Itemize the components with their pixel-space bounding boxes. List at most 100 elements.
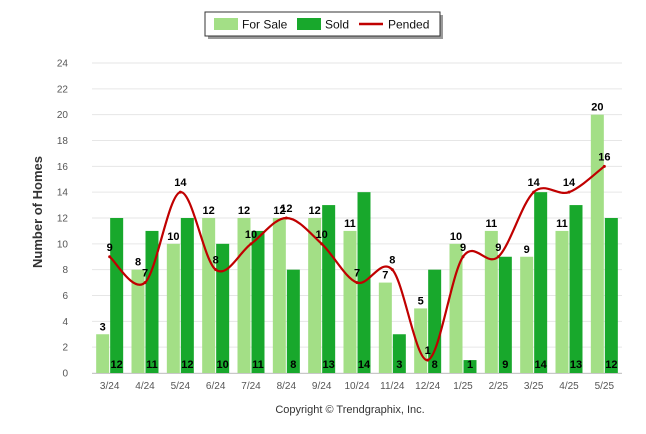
pended-value-label: 9 — [107, 242, 113, 254]
for-sale-bar — [166, 243, 180, 373]
for-sale-value-label: 11 — [486, 218, 498, 230]
x-tick-label: 3/25 — [524, 381, 544, 392]
pended-value-label: 9 — [460, 242, 466, 254]
x-tick-label: 8/24 — [277, 381, 297, 392]
sold-value-label: 10 — [217, 359, 229, 371]
pended-point — [532, 190, 536, 194]
legend-label-pended: Pended — [388, 18, 429, 32]
sold-bar — [216, 243, 230, 373]
for-sale-value-label: 20 — [591, 102, 603, 114]
x-tick-label: 5/24 — [171, 381, 191, 392]
pended-value-label: 14 — [563, 177, 576, 189]
legend-swatch-for-sale — [214, 18, 238, 30]
x-tick-label: 5/25 — [595, 381, 615, 392]
pended-point — [602, 164, 606, 168]
sold-value-label: 1 — [467, 359, 473, 371]
pended-point — [461, 255, 465, 259]
y-tick-label: 24 — [57, 59, 69, 70]
pended-value-label: 7 — [142, 268, 148, 280]
sold-bar — [463, 360, 477, 373]
for-sale-bar — [555, 230, 569, 373]
pended-value-label: 10 — [245, 229, 257, 241]
pended-point — [249, 242, 253, 246]
sold-value-label: 14 — [535, 359, 548, 371]
sold-value-label: 13 — [570, 359, 582, 371]
for-sale-bar — [237, 218, 251, 373]
pended-value-label: 8 — [389, 255, 395, 267]
y-tick-label: 4 — [62, 317, 68, 328]
y-tick-label: 8 — [62, 265, 68, 276]
for-sale-bar — [272, 218, 286, 373]
pended-line-path — [108, 165, 606, 362]
bars — [96, 114, 618, 374]
sold-bar — [286, 269, 300, 373]
y-tick-label: 18 — [57, 136, 69, 147]
for-sale-bar — [449, 243, 463, 373]
for-sale-bar — [202, 218, 216, 373]
x-tick-label: 6/24 — [206, 381, 226, 392]
sold-bar — [392, 334, 406, 373]
data-labels: 3128111012121012111281213111473581011199… — [100, 102, 618, 371]
for-sale-value-label: 12 — [273, 205, 285, 217]
pended-point — [108, 255, 112, 259]
for-sale-value-label: 5 — [418, 295, 424, 307]
for-sale-bar — [343, 230, 357, 373]
for-sale-bar — [131, 269, 145, 373]
pended-point — [355, 281, 359, 285]
for-sale-value-label: 8 — [135, 257, 141, 269]
sold-value-label: 11 — [252, 359, 264, 371]
sold-value-label: 13 — [323, 359, 335, 371]
x-tick-label: 2/25 — [489, 381, 509, 392]
x-axis: 3/24 4/24 5/24 6/24 7/24 8/24 9/24 10/24 11/24 12… — [100, 381, 615, 392]
x-tick-label: 12/24 — [415, 381, 440, 392]
legend-box — [204, 11, 441, 37]
x-tick-label: 7/24 — [241, 381, 261, 392]
pended-value-label: 10 — [316, 229, 328, 241]
y-tick-label: 2 — [62, 343, 68, 354]
sold-value-label: 8 — [432, 359, 438, 371]
x-tick-label: 3/24 — [100, 381, 120, 392]
for-sale-value-label: 12 — [203, 205, 215, 217]
pended-value-label: 8 — [213, 255, 219, 267]
sold-bar — [180, 218, 194, 373]
pended-point — [143, 281, 147, 285]
x-tick-label: 10/24 — [344, 381, 369, 392]
y-tick-label: 14 — [57, 188, 69, 199]
pended-point — [496, 255, 500, 259]
for-sale-bar — [590, 114, 604, 374]
y-tick-label: 6 — [62, 291, 68, 302]
copyright-footer: Copyright © Trendgraphix, Inc. — [275, 404, 424, 416]
sold-value-label: 8 — [290, 359, 296, 371]
for-sale-value-label: 3 — [100, 321, 106, 333]
pended-value-label: 1 — [425, 345, 431, 357]
for-sale-bar — [484, 230, 498, 373]
legend-label-for-sale: For Sale — [242, 18, 288, 32]
sold-bar — [498, 256, 512, 373]
for-sale-value-label: 12 — [238, 205, 250, 217]
sold-value-label: 12 — [111, 359, 123, 371]
sold-value-label: 3 — [396, 359, 402, 371]
x-tick-label: 11/24 — [380, 381, 405, 392]
pended-value-label: 9 — [495, 242, 501, 254]
sold-value-label: 12 — [605, 359, 617, 371]
grid-lines — [92, 62, 622, 374]
sold-value-label: 12 — [181, 359, 193, 371]
for-sale-bar — [96, 334, 110, 373]
pended-value-label: 12 — [280, 203, 292, 215]
y-tick-label: 10 — [57, 239, 69, 250]
pended-value-label: 14 — [528, 177, 541, 189]
for-sale-value-label: 11 — [344, 218, 356, 230]
for-sale-bar — [520, 256, 534, 373]
pended-point — [390, 268, 394, 272]
sold-bar — [604, 218, 618, 373]
sold-bar — [110, 218, 124, 373]
legend: For Sale Sold Pended — [204, 11, 443, 39]
for-sale-value-label: 12 — [309, 205, 321, 217]
x-tick-label: 4/25 — [559, 381, 579, 392]
for-sale-bar — [308, 218, 322, 373]
pended-value-label: 16 — [598, 151, 610, 163]
pended-point — [214, 268, 218, 272]
for-sale-value-label: 10 — [167, 231, 179, 243]
